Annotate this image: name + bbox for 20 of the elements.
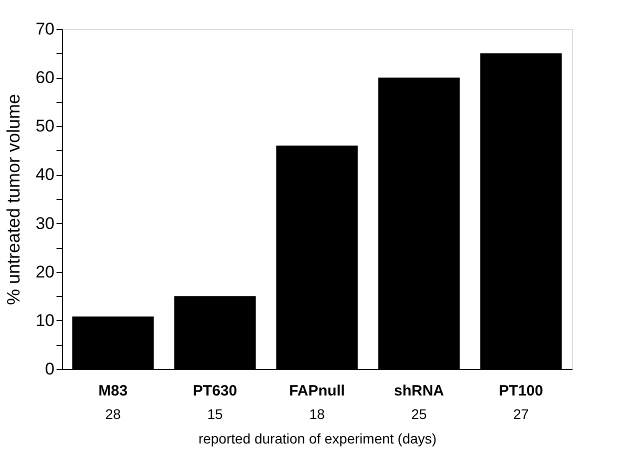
text: 25 [411,406,427,422]
y-tick-label: 30 [36,214,54,233]
x-tick-label: PT100 [498,382,544,400]
x-axis-title: reported duration of experiment (days) [198,430,437,446]
y-tick-label: 40 [36,165,54,184]
x-tick-label: PT630 [192,382,238,400]
text: 18 [309,406,325,422]
text: 28 [105,406,121,422]
text: 27 [513,406,529,422]
y-tick-label: 50 [36,116,54,136]
y-tick-label: 20 [36,262,54,282]
y-tick-label: 10 [36,310,54,330]
y-tick-label: 70 [36,20,54,38]
x-tick-label: shRNA [394,382,444,400]
text: 15 [207,406,223,422]
x-tick-label: M83 [98,382,128,400]
y-tick-label: 0 [45,360,54,378]
y-tick-label: 60 [36,68,54,88]
x-tick-label: FAPnull [289,382,345,400]
y-axis-title: % untreated tumor volume [4,94,24,306]
